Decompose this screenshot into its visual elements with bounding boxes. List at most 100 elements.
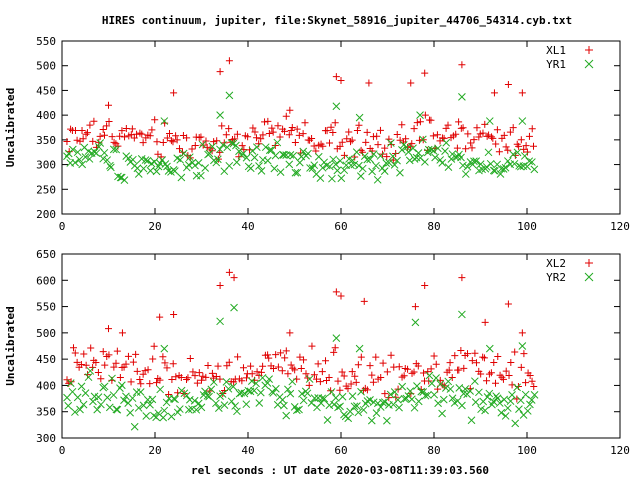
y-tick-label: 650 xyxy=(36,248,56,261)
data-point xyxy=(69,344,77,352)
data-point xyxy=(458,310,466,319)
y-tick-label: 500 xyxy=(36,60,56,73)
data-point xyxy=(225,125,233,133)
data-point xyxy=(225,91,234,100)
data-point xyxy=(299,147,308,156)
data-point xyxy=(118,381,126,390)
data-point xyxy=(108,374,116,383)
data-point xyxy=(411,318,420,327)
data-point xyxy=(396,136,404,144)
y-axis-label: Uncalibrated xyxy=(4,88,17,167)
data-point xyxy=(269,389,278,397)
data-point xyxy=(108,133,116,141)
y-tick-label: 400 xyxy=(36,109,56,122)
data-point xyxy=(292,406,301,415)
data-point xyxy=(149,355,157,363)
data-point xyxy=(455,384,464,392)
data-point xyxy=(323,416,332,424)
data-point xyxy=(141,367,149,375)
data-point xyxy=(285,131,293,139)
data-point xyxy=(214,155,222,164)
data-point xyxy=(244,133,252,141)
data-point xyxy=(487,369,495,377)
data-point xyxy=(231,402,239,410)
data-point xyxy=(255,140,263,148)
data-point xyxy=(328,174,336,183)
data-point xyxy=(336,142,344,150)
data-point xyxy=(333,166,342,175)
data-point xyxy=(227,139,236,147)
data-point xyxy=(439,395,448,404)
data-point xyxy=(165,130,173,138)
data-point xyxy=(77,360,85,368)
data-point xyxy=(359,386,367,394)
data-point xyxy=(400,372,408,380)
data-point xyxy=(504,157,512,165)
data-point xyxy=(85,155,94,163)
data-point xyxy=(84,371,92,379)
data-point xyxy=(99,154,108,163)
data-point xyxy=(203,391,212,400)
data-point xyxy=(185,395,194,404)
data-point xyxy=(515,405,523,414)
data-point xyxy=(201,164,210,172)
data-point xyxy=(383,416,391,425)
data-point xyxy=(197,133,205,141)
data-point xyxy=(411,303,419,311)
data-point xyxy=(227,397,236,406)
data-point xyxy=(332,288,340,296)
data-point xyxy=(171,395,179,404)
data-point xyxy=(303,389,312,398)
data-point xyxy=(490,89,498,97)
data-point xyxy=(189,368,197,376)
data-point xyxy=(441,147,449,156)
data-point xyxy=(305,375,314,383)
data-point xyxy=(528,158,536,166)
data-point xyxy=(73,136,81,144)
x-tick-label: 120 xyxy=(610,220,630,233)
data-point xyxy=(120,176,129,184)
data-point xyxy=(177,374,185,382)
data-point xyxy=(522,379,530,387)
data-point xyxy=(518,329,526,337)
data-point xyxy=(143,156,152,165)
data-point xyxy=(340,151,348,159)
data-point xyxy=(387,351,395,359)
data-point xyxy=(293,168,302,177)
data-point xyxy=(431,153,439,162)
data-point xyxy=(225,358,233,366)
data-point xyxy=(325,401,334,410)
y-tick-label: 350 xyxy=(36,134,56,147)
data-point xyxy=(336,402,344,411)
data-point xyxy=(491,167,499,175)
data-point xyxy=(93,405,102,414)
data-point xyxy=(527,396,536,404)
data-point xyxy=(316,174,325,182)
data-point xyxy=(432,374,440,382)
data-point xyxy=(316,378,324,386)
data-point xyxy=(270,164,279,173)
data-point xyxy=(322,357,330,365)
data-point xyxy=(460,364,468,372)
data-point xyxy=(170,310,178,318)
data-point xyxy=(257,135,265,143)
data-point xyxy=(444,163,453,171)
data-point xyxy=(237,388,246,397)
data-point xyxy=(194,159,203,167)
data-point xyxy=(146,380,154,388)
data-point xyxy=(330,348,338,356)
data-point xyxy=(89,363,97,371)
data-point xyxy=(295,405,303,414)
data-point xyxy=(386,390,395,399)
data-point xyxy=(244,386,253,395)
data-point xyxy=(133,367,141,375)
data-point xyxy=(327,123,335,131)
data-point xyxy=(192,405,201,414)
data-point xyxy=(459,124,467,132)
data-point xyxy=(230,303,238,312)
y-tick-label: 450 xyxy=(36,353,56,366)
data-point xyxy=(478,165,486,174)
data-point xyxy=(116,374,124,382)
data-point xyxy=(67,125,75,133)
data-point xyxy=(263,156,272,165)
